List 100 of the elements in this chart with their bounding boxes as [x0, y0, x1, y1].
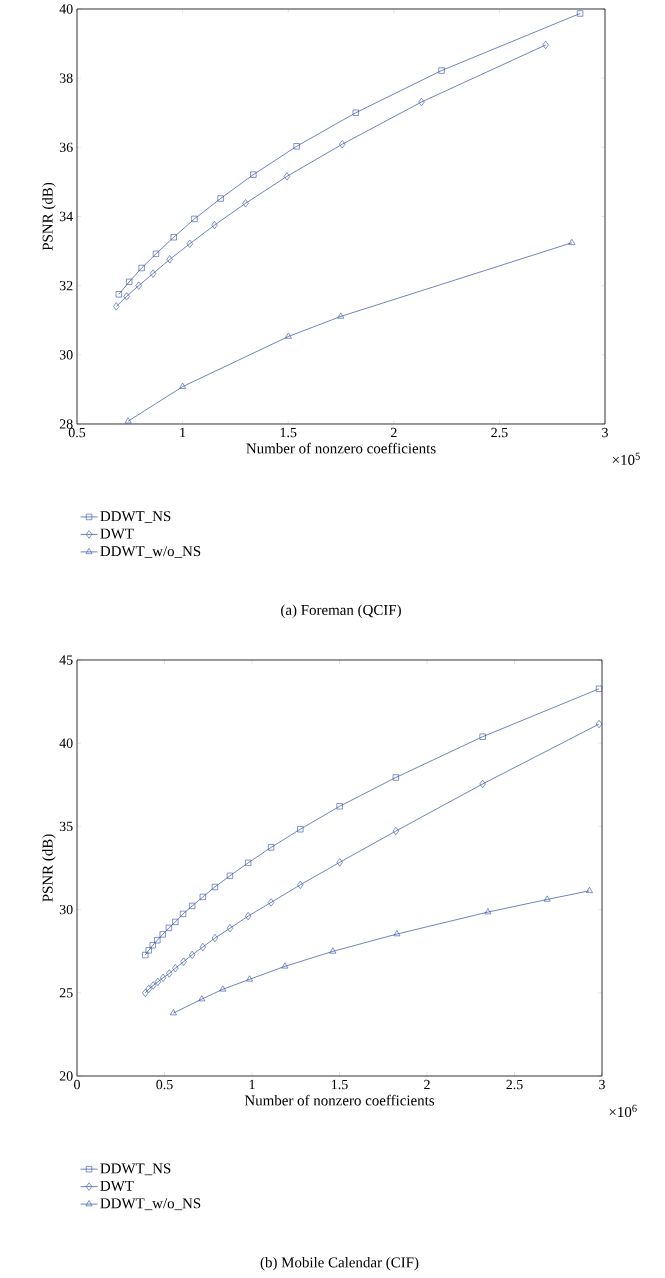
point [152, 250, 160, 257]
point [392, 826, 399, 836]
point [211, 221, 218, 230]
legend-label: DDWT_NS [100, 511, 171, 523]
y-tick-label: 34 [59, 211, 73, 222]
point [166, 255, 173, 264]
x-tick-label: 1 [180, 427, 186, 438]
text: (a) Foreman (QCIF) [281, 604, 401, 619]
x-axis-title: Number of nonzero coefficients [244, 1094, 435, 1106]
point [595, 685, 603, 692]
point [392, 774, 399, 781]
point [135, 281, 142, 290]
point [149, 981, 157, 990]
y-tick-label: 40 [59, 738, 73, 748]
point [484, 908, 492, 915]
x-tick-label: 0.5 [156, 1079, 173, 1090]
x-tick-label: 0.5 [68, 427, 86, 438]
point [267, 844, 275, 851]
point [542, 40, 549, 50]
x-tick-label: 3 [599, 1079, 605, 1090]
point [250, 171, 257, 178]
point [339, 140, 346, 149]
point [154, 937, 161, 944]
x-tick-label: 1 [249, 1079, 255, 1090]
point [297, 826, 304, 833]
point [113, 302, 120, 311]
point [115, 291, 122, 298]
point [186, 239, 193, 248]
point [142, 988, 149, 998]
point [219, 985, 227, 992]
text: ×10$^{5}$ [612, 452, 640, 465]
point [285, 332, 292, 339]
y-axis-title: PSNR (dB) [42, 182, 56, 251]
point [179, 382, 187, 389]
text: ×10$^{6}$ [609, 1104, 637, 1118]
point [126, 278, 133, 285]
point [217, 195, 224, 202]
point [568, 238, 576, 245]
point [586, 886, 593, 893]
point [283, 172, 291, 181]
point [138, 264, 145, 272]
y-tick-label: 20 [59, 1071, 73, 1081]
point [246, 975, 253, 982]
point [149, 269, 157, 278]
legend-label: DDWT_w/o_NS [100, 1198, 201, 1211]
x-tick-label: 2.5 [491, 427, 508, 438]
point [336, 858, 343, 867]
point [154, 977, 161, 986]
y-tick-label: 40 [59, 4, 73, 14]
y-tick-label: 45 [59, 655, 73, 665]
point [123, 292, 130, 301]
point [124, 417, 132, 424]
point [595, 719, 603, 729]
x-tick-label: 3 [602, 427, 608, 438]
point [479, 779, 486, 789]
text: (b) Mobile Calendar (CIF) [260, 1256, 419, 1271]
y-tick-label: 28 [59, 419, 73, 429]
x-tick-label: 2 [390, 427, 397, 438]
point [159, 973, 167, 982]
point [337, 312, 345, 319]
point [142, 951, 149, 959]
y-tick-label: 38 [59, 73, 73, 83]
x-tick-label: 2 [424, 1079, 430, 1090]
point [198, 995, 206, 1002]
point [211, 883, 218, 891]
point [172, 918, 179, 925]
point [226, 924, 234, 933]
point [189, 902, 196, 910]
point [189, 950, 196, 959]
y-axis-title: PSNR (dB) [42, 834, 56, 902]
point [336, 803, 343, 810]
point [211, 933, 219, 943]
point [226, 872, 234, 879]
point [418, 97, 425, 107]
point [329, 947, 337, 954]
point [199, 893, 206, 901]
point [393, 930, 401, 937]
point [267, 898, 275, 907]
point [180, 957, 187, 966]
point [145, 984, 152, 994]
point [159, 931, 166, 938]
y-tick-label: 25 [59, 988, 73, 998]
point [479, 733, 486, 740]
point [149, 942, 156, 949]
point [165, 924, 172, 931]
y-tick-label: 35 [59, 821, 73, 832]
legend-label: DDWT_NS [100, 1163, 171, 1176]
point [179, 910, 187, 918]
x-axis-title: Number of nonzero coefficients [246, 442, 436, 454]
y-tick-label: 32 [59, 280, 73, 291]
y-tick-label: 30 [59, 350, 73, 360]
x-tick-label: 2.5 [506, 1079, 523, 1090]
x-tick-label: 1.5 [280, 427, 297, 438]
point [172, 964, 179, 973]
point [297, 880, 304, 889]
point [245, 859, 252, 866]
point [281, 962, 289, 969]
y-tick-label: 30 [59, 904, 73, 915]
point [577, 10, 584, 17]
point [166, 969, 173, 978]
